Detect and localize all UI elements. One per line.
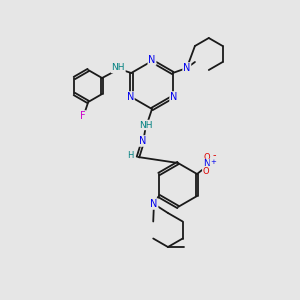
Text: O: O xyxy=(203,167,209,176)
Text: F: F xyxy=(80,111,86,121)
Text: NH: NH xyxy=(139,121,153,130)
Text: -: - xyxy=(212,150,216,160)
Text: N: N xyxy=(203,160,209,169)
Text: N: N xyxy=(150,199,158,209)
Text: N: N xyxy=(148,55,156,65)
Text: N: N xyxy=(127,92,134,102)
Text: N: N xyxy=(183,63,190,73)
Text: +: + xyxy=(210,159,216,165)
Text: N: N xyxy=(139,136,147,146)
Text: O: O xyxy=(204,152,210,161)
Text: NH: NH xyxy=(112,64,125,73)
Text: H: H xyxy=(127,151,133,160)
Text: N: N xyxy=(170,92,178,102)
